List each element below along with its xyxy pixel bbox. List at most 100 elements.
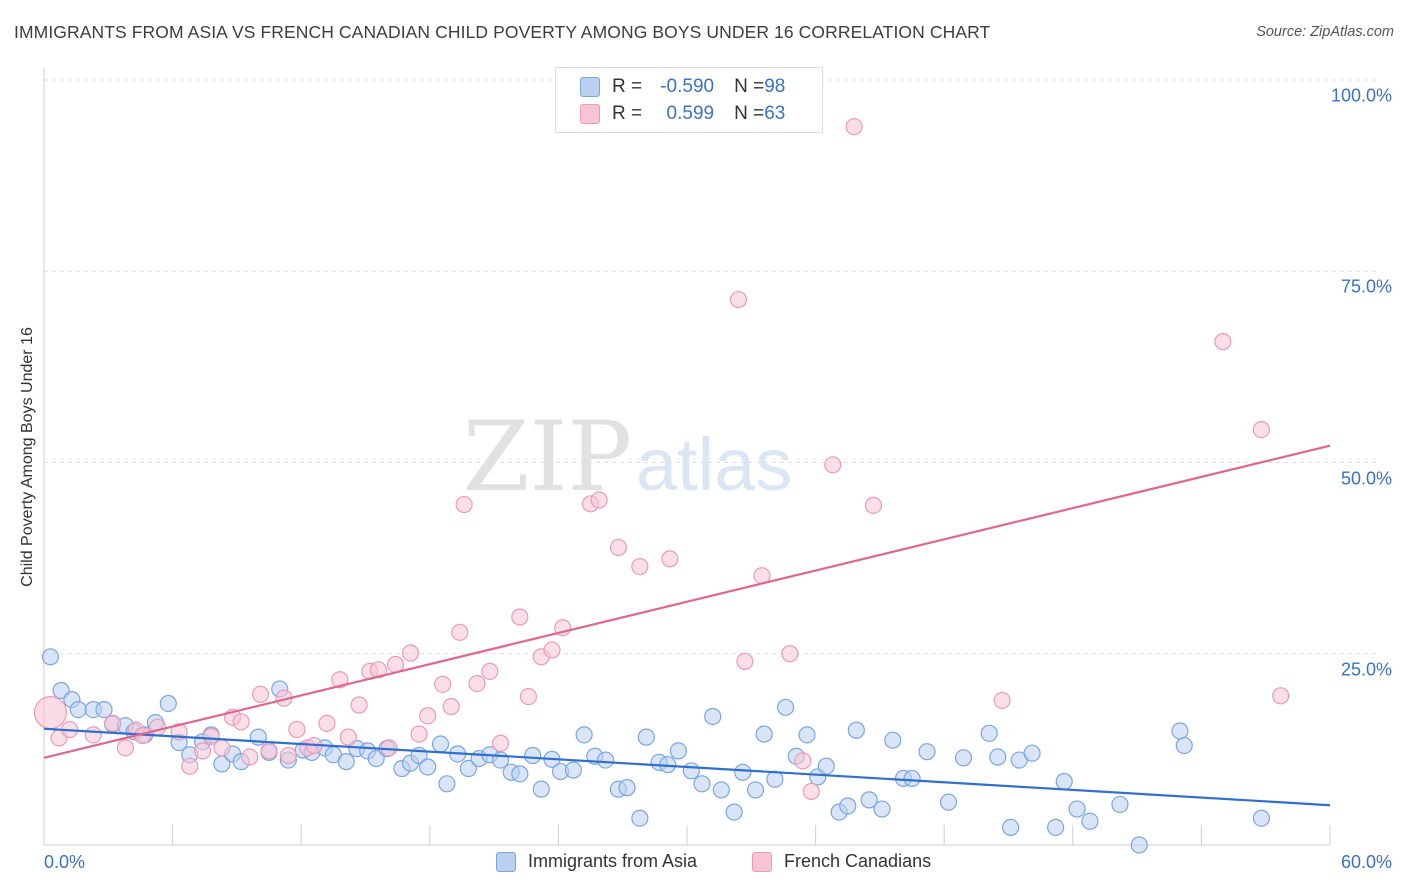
data-point	[41, 648, 60, 666]
data-point	[693, 775, 711, 793]
watermark: ZIP atlas	[463, 401, 793, 513]
data-point	[864, 496, 883, 514]
x-tick-label-min: 0.0%	[44, 852, 86, 872]
y-tick-label-75: 75.0%	[1340, 276, 1392, 297]
data-point	[1047, 818, 1065, 837]
bottom-legend-asia: Immigrants from Asia	[496, 851, 697, 872]
legend-r-label: R =	[612, 103, 643, 124]
data-point	[729, 290, 748, 309]
data-point	[824, 456, 842, 474]
data-point	[954, 749, 973, 767]
data-point	[455, 495, 473, 514]
source-label: Source: ZipAtlas.com	[1256, 24, 1394, 40]
data-point	[860, 791, 878, 809]
data-point	[1081, 812, 1099, 830]
y-axis-label: Child Poverty Among Boys Under 16	[19, 327, 36, 587]
data-point	[736, 652, 754, 671]
data-point	[1252, 421, 1271, 439]
data-point	[661, 550, 679, 568]
data-point	[251, 685, 270, 703]
data-point	[918, 743, 936, 761]
data-point	[331, 671, 349, 689]
data-point	[618, 779, 636, 797]
legend-n-label: N =	[734, 103, 765, 124]
data-point	[524, 746, 542, 765]
data-point	[1175, 736, 1193, 755]
data-point	[260, 742, 278, 760]
data-point	[1171, 722, 1189, 740]
data-point	[434, 675, 452, 693]
data-point	[84, 726, 102, 744]
data-point	[1023, 744, 1041, 762]
data-point	[318, 714, 336, 732]
data-point	[451, 623, 469, 641]
legend-row-asia: R = -0.590 N = 98	[580, 74, 785, 100]
data-point	[755, 725, 773, 743]
bottom-legend-swatch-french	[752, 851, 772, 872]
data-point	[95, 700, 113, 719]
data-point	[802, 782, 820, 801]
bottom-legend-label-asia: Immigrants from Asia	[528, 851, 698, 871]
data-point	[69, 700, 87, 719]
data-point	[519, 687, 537, 706]
data-point	[873, 800, 891, 818]
data-point	[575, 726, 593, 744]
trend-line-french-canadians	[43, 444, 1331, 759]
bottom-legend-french: French Canadians	[752, 851, 931, 872]
data-point	[564, 761, 583, 779]
data-point	[631, 557, 649, 576]
data-point	[939, 793, 958, 811]
data-point	[989, 748, 1007, 766]
data-point	[1252, 809, 1271, 827]
data-point	[431, 735, 450, 753]
bottom-legend-label-french: French Canadians	[784, 851, 932, 871]
data-point	[1130, 836, 1148, 854]
data-point	[798, 726, 816, 744]
data-point	[609, 538, 628, 557]
watermark-atlas: atlas	[636, 423, 792, 506]
data-point	[181, 757, 199, 775]
data-point	[511, 608, 529, 626]
data-point	[847, 721, 865, 739]
data-point	[725, 803, 743, 821]
data-point	[993, 691, 1011, 710]
data-point	[159, 694, 177, 713]
x-tick-label-max: 60.0%	[1340, 852, 1392, 872]
data-point	[491, 734, 510, 752]
data-point	[459, 759, 477, 778]
data-point	[339, 728, 357, 746]
data-point	[712, 781, 730, 799]
data-point	[148, 718, 167, 736]
data-point	[369, 661, 387, 679]
legend-swatch-french	[580, 104, 600, 124]
data-point	[839, 797, 857, 815]
data-point	[438, 775, 456, 793]
data-point	[543, 641, 561, 659]
data-point	[637, 728, 655, 746]
data-point	[33, 696, 68, 730]
data-point	[241, 748, 259, 766]
y-tick-label-50: 50.0%	[1340, 468, 1392, 488]
data-point	[682, 762, 700, 780]
y-tick-label-100: 100.0%	[1330, 85, 1392, 106]
data-point	[337, 753, 355, 771]
trend-line-immigrants-from-asia	[43, 727, 1331, 807]
data-point	[202, 727, 220, 745]
data-point	[194, 742, 212, 760]
legend-n-value-french: 63	[764, 103, 786, 124]
data-point	[1055, 772, 1073, 791]
legend-r-value-french: 0.599	[661, 103, 715, 124]
data-point	[401, 644, 420, 662]
chart-title: IMMIGRANTS FROM ASIA VS FRENCH CANADIAN …	[14, 22, 991, 42]
data-point	[590, 491, 608, 509]
data-point	[350, 696, 368, 714]
grid-lines	[44, 79, 1380, 655]
data-point	[279, 746, 297, 765]
data-point	[903, 769, 921, 788]
data-point	[781, 645, 799, 663]
data-point	[596, 751, 615, 769]
data-point	[817, 757, 835, 775]
data-point	[1272, 687, 1290, 705]
data-point	[1068, 800, 1086, 818]
